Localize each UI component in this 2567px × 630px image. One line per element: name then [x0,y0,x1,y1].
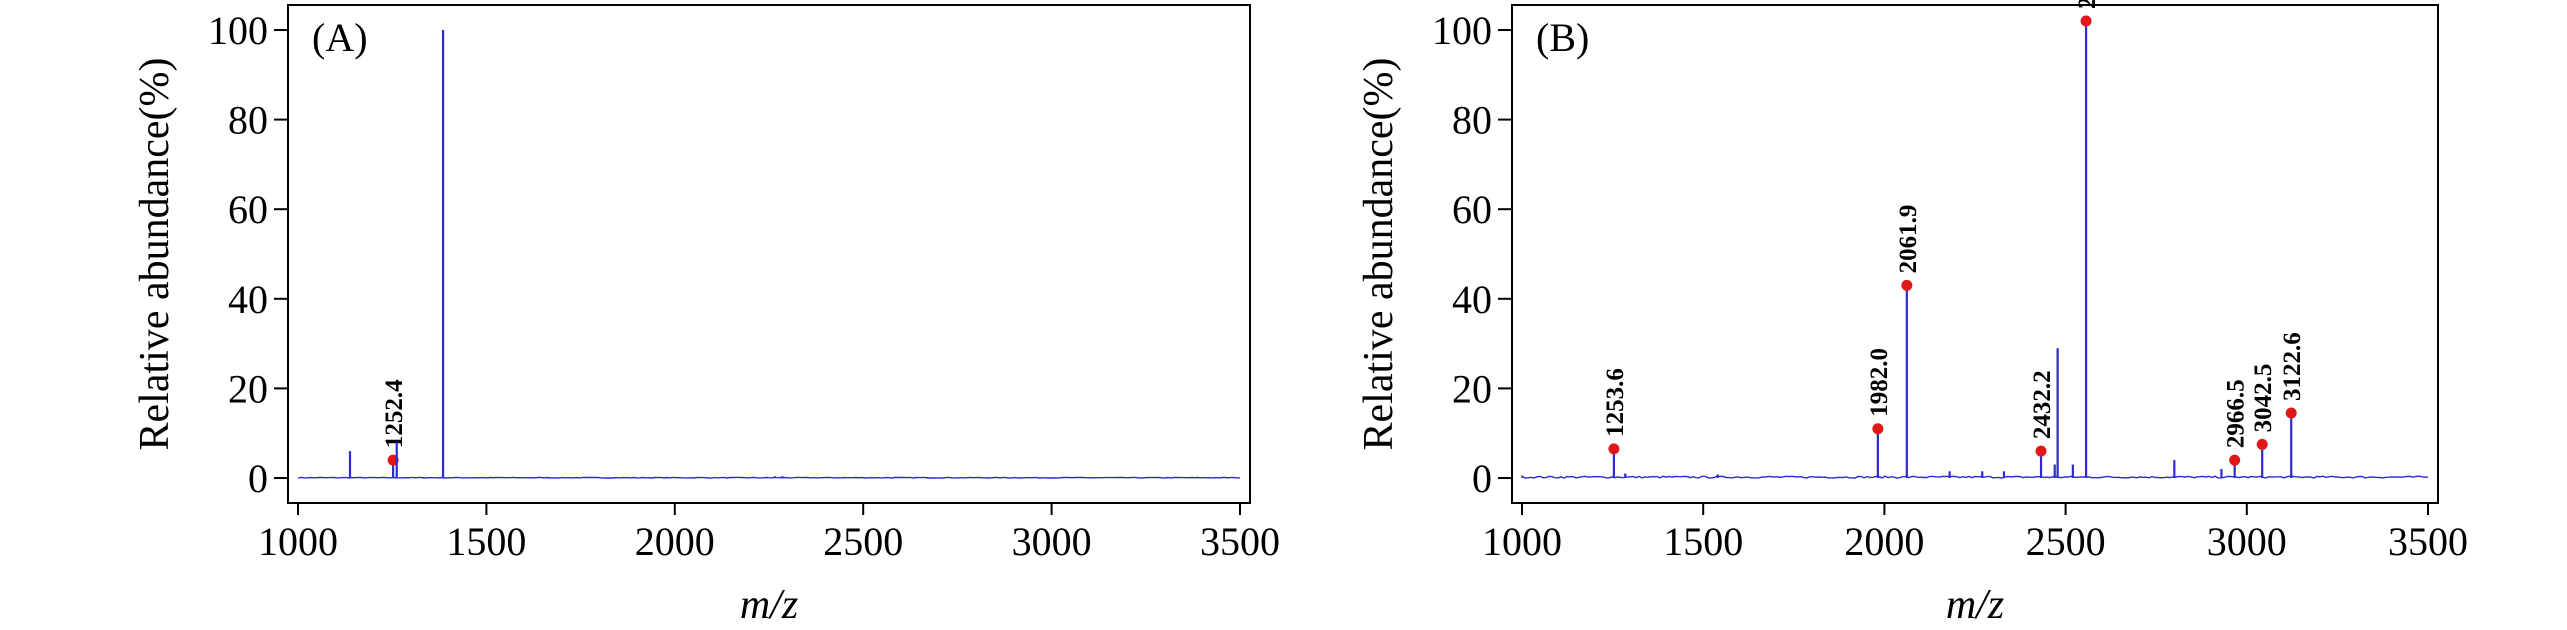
y-tick-label-a-4: 80 [228,98,268,143]
y-tick-label-b-2: 40 [1452,277,1492,322]
x-tick-label-a-1: 1500 [446,519,526,564]
y-tick-label-b-0: 0 [1472,456,1492,501]
panel-label-b: (B) [1536,15,1589,60]
peak-marker-b-12 [2080,15,2092,27]
peak-label-b-8: 2432.2 [2029,370,2056,439]
x-axis-title-a: m/z [740,582,798,628]
y-tick-label-a-5: 100 [208,8,268,53]
x-tick-label-a-2: 2000 [635,519,715,564]
y-tick-label-a-0: 0 [248,456,268,501]
x-tick-label-a-3: 2500 [823,519,903,564]
peak-marker-b-8 [2035,445,2047,457]
peak-marker-b-16 [2256,438,2268,450]
y-tick-label-a-2: 40 [228,277,268,322]
peak-label-b-4: 2061.9 [1895,205,1922,274]
peak-label-b-0: 1253.6 [1602,368,1629,437]
x-tick-label-a-0: 1000 [258,519,338,564]
peak-marker-b-0 [1608,443,1620,455]
peak-label-a-1: 1252.4 [381,379,408,448]
y-tick-label-b-5: 100 [1432,8,1492,53]
x-tick-label-a-5: 3500 [1200,519,1280,564]
plot-frame-b [1511,4,2439,504]
x-tick-label-b-2: 2000 [1844,519,1924,564]
peak-label-b-15: 2966.5 [2223,379,2250,448]
peak-label-b-16: 3042.5 [2250,364,2277,433]
peak-marker-b-15 [2229,454,2241,466]
x-tick-label-b-0: 1000 [1482,519,1562,564]
x-tick-label-b-1: 1500 [1663,519,1743,564]
peak-marker-b-17 [2285,407,2297,419]
y-tick-label-b-4: 80 [1452,98,1492,143]
spectrum-baseline-b [1521,475,2429,479]
y-tick-label-a-3: 60 [228,187,268,232]
panel-label-a: (A) [312,15,368,60]
spectrum-baseline-a [297,476,1241,479]
peak-label-b-3: 1982.0 [1866,348,1893,417]
peak-label-b-17: 3122.6 [2279,332,2306,401]
y-axis-title-a: Relative abundance(%) [132,58,178,451]
x-tick-label-b-3: 2500 [2026,519,2106,564]
y-tick-label-b-3: 60 [1452,187,1492,232]
y-tick-label-b-1: 20 [1452,366,1492,411]
peak-label-b-12: 2556.5 [2074,0,2101,9]
peak-marker-b-3 [1872,423,1884,435]
x-axis-title-b: m/z [1946,582,2004,628]
peak-marker-b-4 [1901,279,1913,291]
y-tick-label-a-1: 20 [228,366,268,411]
x-tick-label-a-4: 3000 [1012,519,1092,564]
y-axis-title-b: Relative abundance(%) [1356,58,1402,451]
x-tick-label-b-4: 3000 [2207,519,2287,564]
plot-frame-a [287,4,1251,504]
x-tick-label-b-5: 3500 [2388,519,2468,564]
